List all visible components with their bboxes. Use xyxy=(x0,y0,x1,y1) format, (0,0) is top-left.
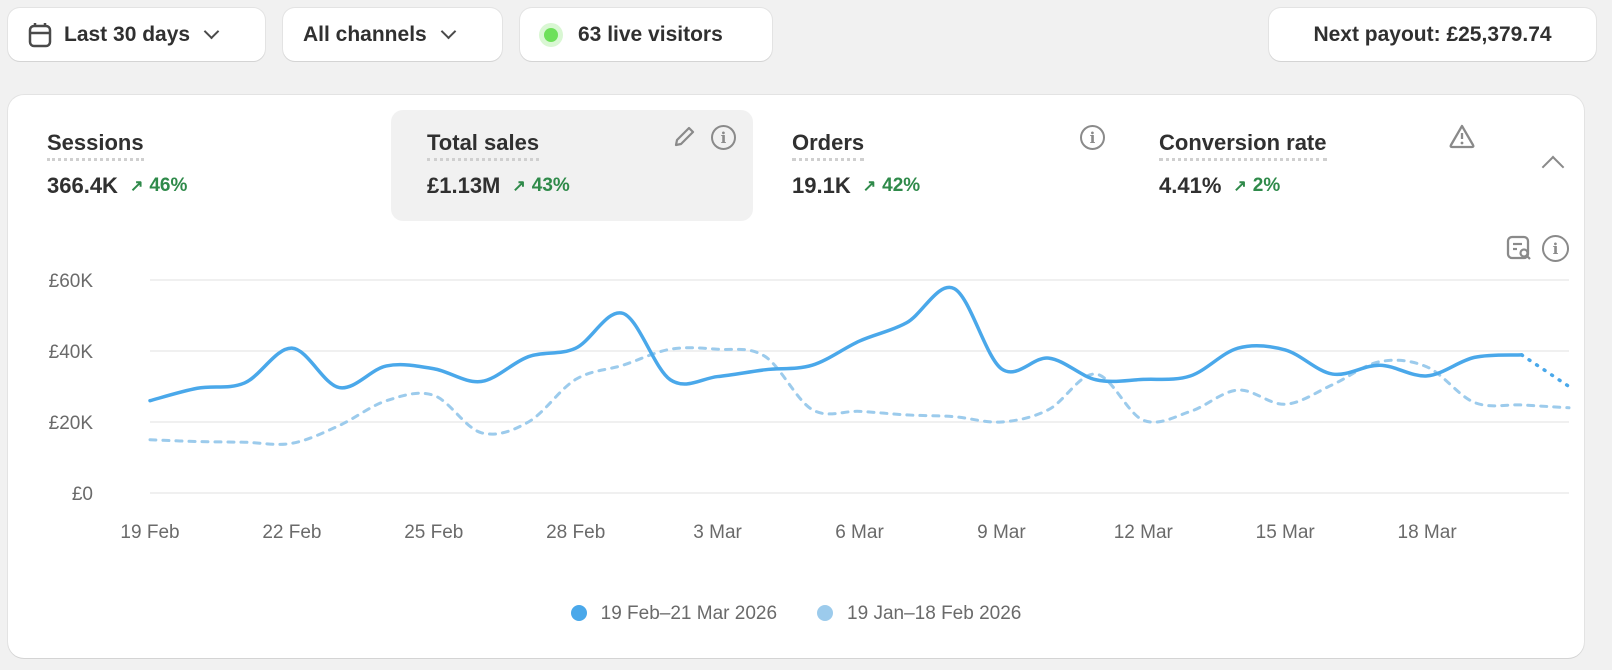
x-tick-label: 19 Feb xyxy=(120,522,179,543)
legend-dot-icon xyxy=(570,605,587,621)
metric-delta: 43% xyxy=(531,175,570,196)
x-tick-label: 18 Mar xyxy=(1398,522,1458,543)
metric-label: Sessions xyxy=(47,130,144,161)
metric-total-sales[interactable]: Total sales £1.13M ↗ 43% xyxy=(391,110,753,221)
metric-orders[interactable]: Orders 19.1K ↗ 42% xyxy=(756,110,1118,221)
x-tick-label: 6 Mar xyxy=(835,522,884,543)
metric-conversion-rate[interactable]: Conversion rate 4.41% ↗ 2% xyxy=(1123,110,1485,221)
x-tick-label: 12 Mar xyxy=(1114,522,1174,543)
legend-item-current[interactable]: 19 Feb–21 Mar 2026 xyxy=(570,603,778,625)
date-range-button[interactable]: Last 30 days xyxy=(8,8,265,61)
series-line-current-partial xyxy=(1519,353,1571,389)
metric-value: 19.1K xyxy=(792,173,851,198)
series-line-previous xyxy=(148,346,1571,446)
x-tick-label: 22 Feb xyxy=(262,522,321,543)
chevron-down-icon xyxy=(440,23,456,40)
info-icon[interactable]: i xyxy=(1080,125,1105,150)
metric-delta: 46% xyxy=(149,175,188,196)
next-payout-button[interactable]: Next payout: £25,379.74 xyxy=(1269,8,1596,61)
legend-dot-icon xyxy=(817,605,834,621)
arrow-up-right-icon: ↗ xyxy=(1233,178,1247,195)
sales-line-chart: £0 £20K £40K £60K 19 Feb 22 Feb 25 Feb 28 Feb 3 … xyxy=(49,271,1571,543)
metric-delta: 2% xyxy=(1252,175,1281,196)
legend-label: 19 Feb–21 Mar 2026 xyxy=(600,603,778,624)
y-tick-label: £60K xyxy=(49,271,94,292)
x-tick-label: 25 Feb xyxy=(404,522,463,543)
pencil-icon[interactable] xyxy=(671,124,697,150)
channels-label: All channels xyxy=(303,22,427,46)
live-visitors-label: 63 live visitors xyxy=(578,22,723,46)
chevron-down-icon xyxy=(203,23,220,40)
metric-sessions[interactable]: Sessions 366.4K ↗ 46% xyxy=(11,110,373,221)
x-tick-label: 9 Mar xyxy=(977,522,1026,543)
legend-label: 19 Jan–18 Feb 2026 xyxy=(847,603,1022,624)
x-tick-label: 28 Feb xyxy=(546,522,605,543)
metric-value: £1.13M xyxy=(427,173,501,198)
y-tick-label: £20K xyxy=(49,413,94,434)
channels-button[interactable]: All channels xyxy=(283,8,502,61)
x-tick-label: 3 Mar xyxy=(693,522,742,543)
metric-label: Conversion rate xyxy=(1159,130,1327,161)
arrow-up-right-icon: ↗ xyxy=(129,178,144,195)
info-icon[interactable]: i xyxy=(711,125,736,150)
y-tick-label: £40K xyxy=(49,342,94,363)
metric-delta: 42% xyxy=(882,175,921,196)
date-range-label: Last 30 days xyxy=(64,22,191,46)
info-icon[interactable]: i xyxy=(1542,235,1569,262)
series-line-current xyxy=(148,285,1524,403)
x-tick-label: 15 Mar xyxy=(1256,522,1316,543)
metric-label: Total sales xyxy=(427,130,540,161)
y-tick-label: £0 xyxy=(72,484,93,505)
live-visitors-button[interactable]: 63 live visitors xyxy=(520,8,772,61)
sales-overview-card: Sessions 366.4K ↗ 46% Total sales £1.13M ↗ 4… xyxy=(8,95,1584,658)
calendar-icon xyxy=(28,22,52,47)
live-dot-icon xyxy=(544,27,558,42)
chart-legend: 19 Feb–21 Mar 2026 19 Jan–18 Feb 2026 xyxy=(8,603,1584,625)
metric-label: Orders xyxy=(792,130,865,161)
legend-item-previous[interactable]: 19 Jan–18 Feb 2026 xyxy=(817,603,1021,625)
report-search-icon[interactable] xyxy=(1505,234,1533,262)
arrow-up-right-icon: ↗ xyxy=(512,178,526,195)
warning-icon[interactable] xyxy=(1448,123,1476,149)
arrow-up-right-icon: ↗ xyxy=(862,178,877,195)
metric-value: 366.4K xyxy=(47,173,118,198)
metric-value: 4.41% xyxy=(1159,173,1222,198)
next-payout-label: Next payout: £25,379.74 xyxy=(1313,22,1552,46)
